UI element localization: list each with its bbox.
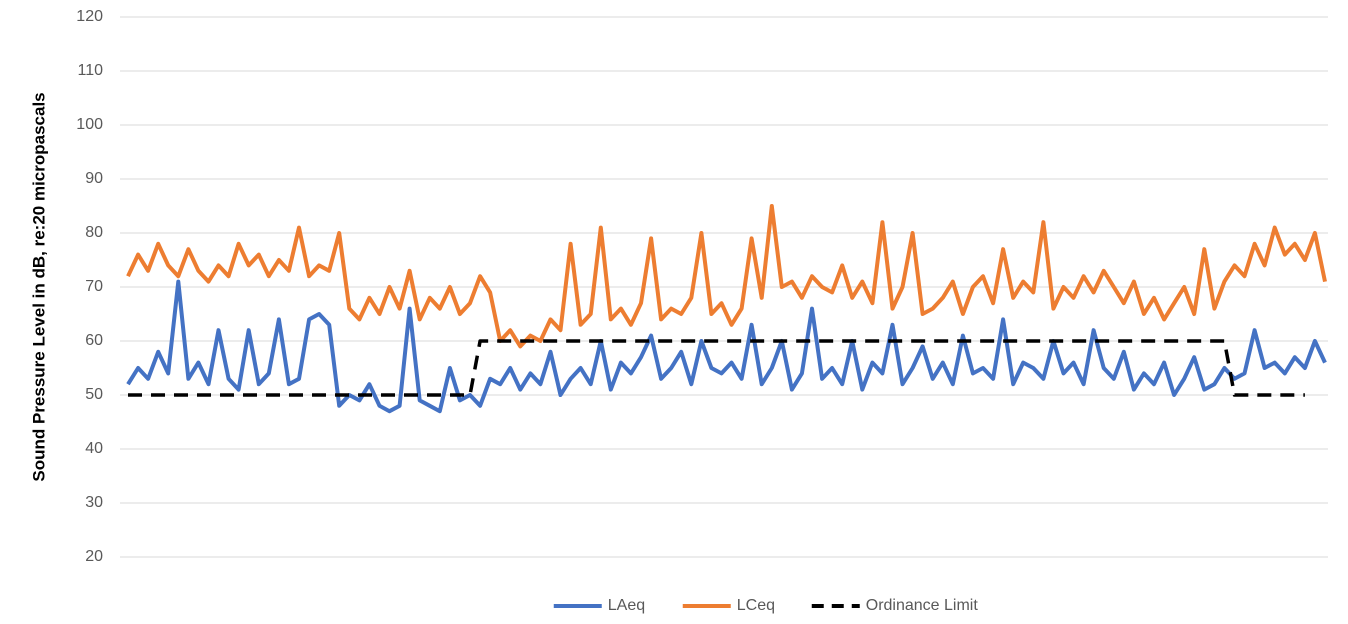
series-line (126, 279, 1327, 414)
y-tick-label: 40 (85, 440, 103, 457)
y-tick-label: 30 (85, 494, 103, 511)
legend-label: LAeq (608, 597, 645, 614)
y-tick-label: 50 (85, 386, 103, 403)
legend-label: Ordinance Limit (866, 597, 979, 614)
y-tick-label: 120 (76, 8, 103, 25)
y-tick-label: 70 (85, 278, 103, 295)
y-tick-label: 20 (85, 548, 103, 565)
y-tick-label: 90 (85, 170, 103, 187)
series-line (128, 339, 1305, 397)
series-line (126, 204, 1327, 349)
y-tick-label: 60 (85, 332, 103, 349)
legend-label: LCeq (737, 597, 775, 614)
y-tick-label: 110 (77, 62, 103, 79)
y-tick-label: 80 (85, 224, 103, 241)
y-axis-label: Sound Pressure Level in dB, re:20 microp… (29, 92, 48, 481)
y-tick-label: 100 (76, 116, 103, 133)
